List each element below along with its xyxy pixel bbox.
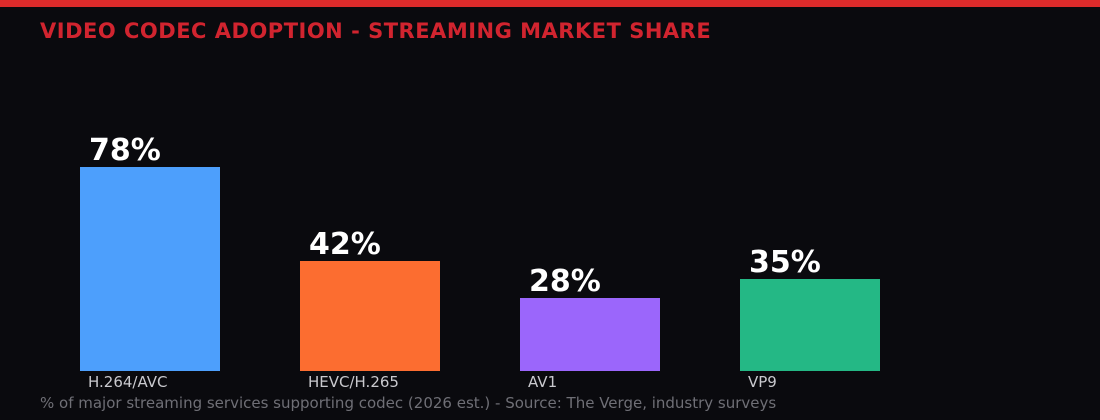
top-accent-strip [0,0,1100,7]
bar-av1 [520,298,660,371]
bar-value-label-vp9: 35% [749,245,821,280]
bar-value-label-hevc-h-265: 42% [309,227,381,262]
bar-vp9 [740,279,880,371]
chart-title: VIDEO CODEC ADOPTION - STREAMING MARKET … [40,19,712,43]
bar-h-264-avc [80,167,220,371]
bar-value-label-av1: 28% [529,264,601,299]
bar-hevc-h-265 [300,261,440,371]
bar-category-label-h-264-avc: H.264/AVC [88,373,168,391]
bar-category-label-hevc-h-265: HEVC/H.265 [308,373,399,391]
source-caption: % of major streaming services supporting… [40,394,777,412]
bar-value-label-h-264-avc: 78% [89,133,161,168]
bar-category-label-vp9: VP9 [748,373,777,391]
bar-category-label-av1: AV1 [528,373,558,391]
